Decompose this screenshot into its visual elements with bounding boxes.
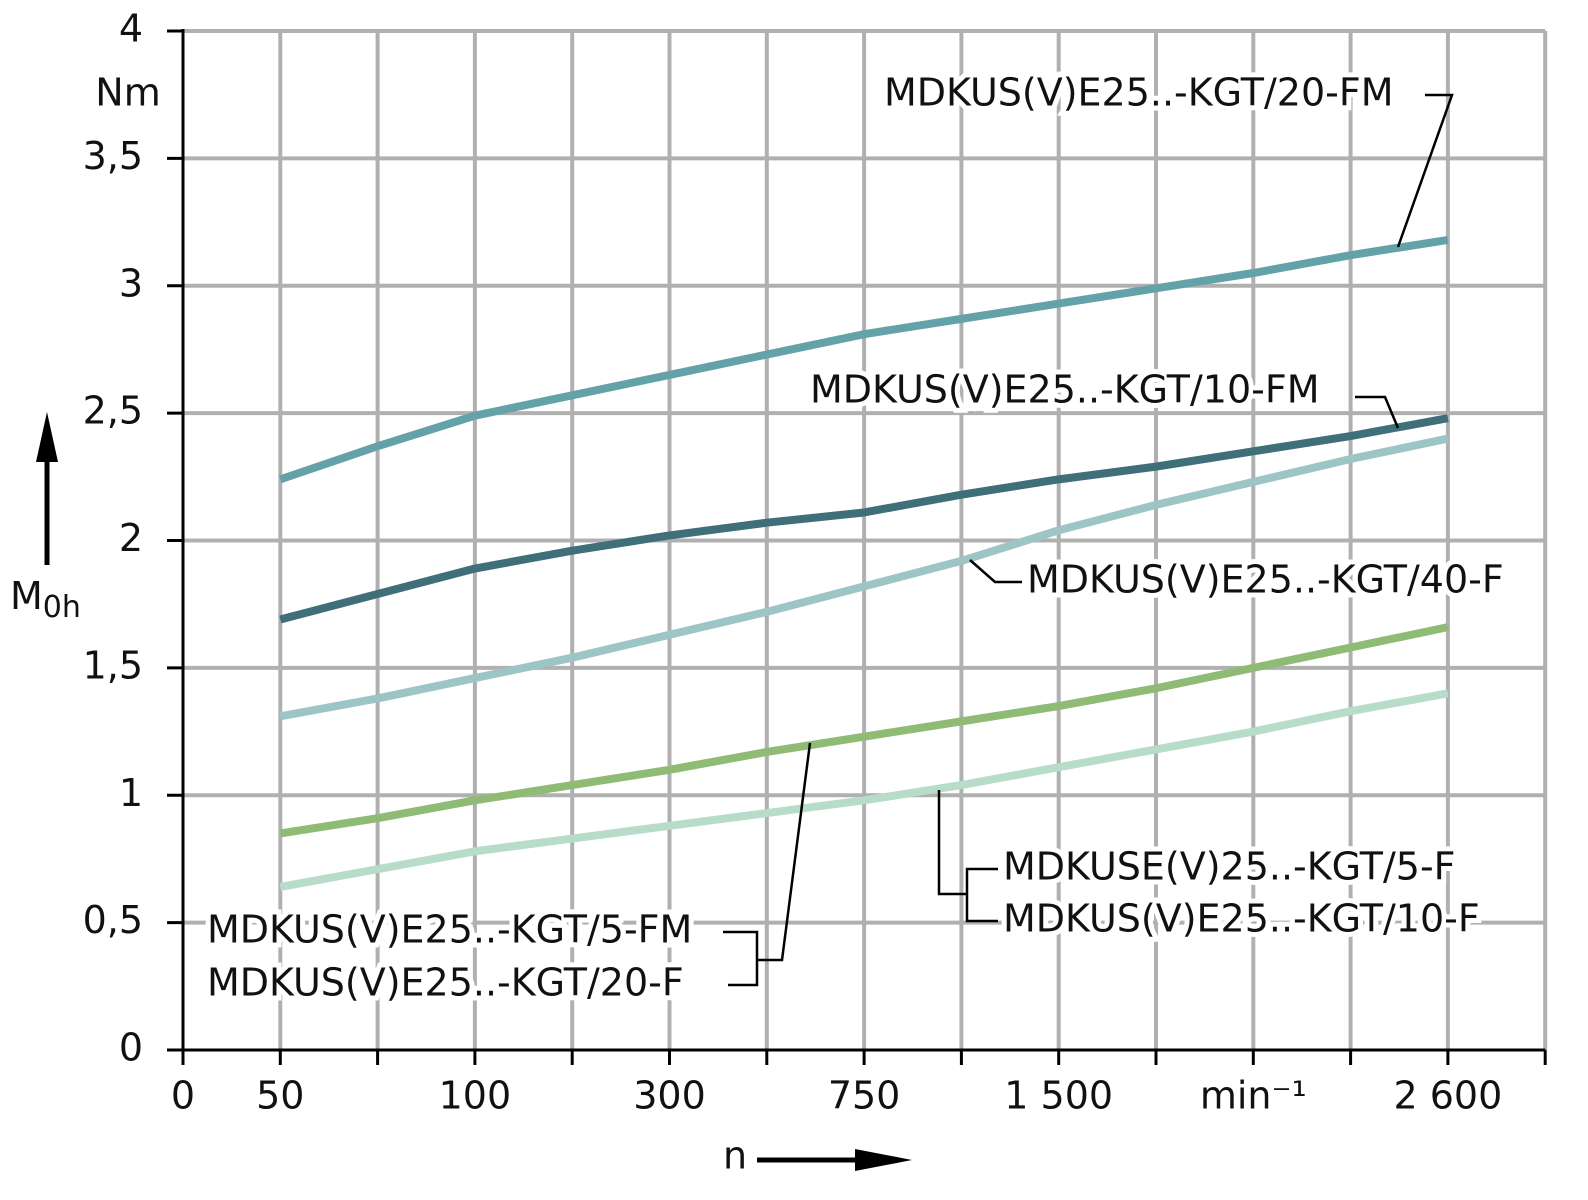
x-axis-label: n bbox=[723, 1134, 747, 1178]
leader-line bbox=[757, 742, 812, 962]
series-line bbox=[279, 689, 1449, 891]
y-label-main: M bbox=[10, 574, 43, 618]
y-label-sub: 0h bbox=[43, 590, 81, 625]
x-arrow-head bbox=[855, 1149, 912, 1171]
series-line bbox=[279, 623, 1449, 838]
y-tick-label: 1,5 bbox=[83, 643, 143, 687]
y-tick-label: 4 bbox=[119, 7, 143, 51]
series-label: MDKUS(V)E25..-KGT/10-FM bbox=[810, 368, 1320, 412]
x-unit: min⁻¹ bbox=[1200, 1074, 1307, 1118]
leader-line bbox=[965, 867, 998, 923]
y-tick-label: 2 bbox=[119, 516, 143, 560]
y-unit: Nm bbox=[95, 71, 160, 115]
leader-line bbox=[1396, 93, 1454, 248]
series-label: MDKUSE(V)25..-KGT/5-F bbox=[1003, 845, 1456, 889]
series-label: MDKUS(V)E25..-KGT/10-F bbox=[1003, 897, 1480, 941]
y-arrow-head bbox=[36, 412, 58, 462]
y-tick-label: 1 bbox=[119, 771, 143, 815]
series-label: MDKUS(V)E25..-KGT/40-F bbox=[1027, 558, 1504, 602]
x-tick-label: 1 500 bbox=[1004, 1074, 1113, 1118]
leader-line bbox=[723, 930, 759, 987]
y-tick-label: 0,5 bbox=[83, 898, 143, 942]
leader-line bbox=[969, 559, 1022, 584]
leader-line bbox=[937, 790, 967, 896]
y-tick-label: 0 bbox=[119, 1026, 143, 1070]
x-tick-label: 750 bbox=[828, 1074, 901, 1118]
series-line bbox=[279, 434, 1449, 721]
y-tick-label: 3,5 bbox=[83, 134, 143, 178]
series-label: MDKUS(V)E25..-KGT/20-FM bbox=[884, 71, 1394, 115]
x-tick-label: 0 bbox=[171, 1074, 195, 1118]
series-label: MDKUS(V)E25..-KGT/20-F bbox=[207, 961, 684, 1005]
series-label: MDKUS(V)E25..-KGT/5-FM bbox=[207, 908, 692, 952]
y-axis-label: M0h bbox=[10, 574, 81, 625]
x-tick-label: 300 bbox=[633, 1074, 706, 1118]
y-tick-label: 2,5 bbox=[83, 389, 143, 433]
y-tick-label: 3 bbox=[119, 261, 143, 305]
series-line bbox=[279, 414, 1449, 624]
leader-line bbox=[1355, 395, 1400, 429]
x-tick-label: 100 bbox=[439, 1074, 512, 1118]
series-line bbox=[279, 235, 1449, 484]
x-tick-label: 2 600 bbox=[1394, 1074, 1503, 1118]
x-tick-label: 50 bbox=[256, 1074, 304, 1118]
